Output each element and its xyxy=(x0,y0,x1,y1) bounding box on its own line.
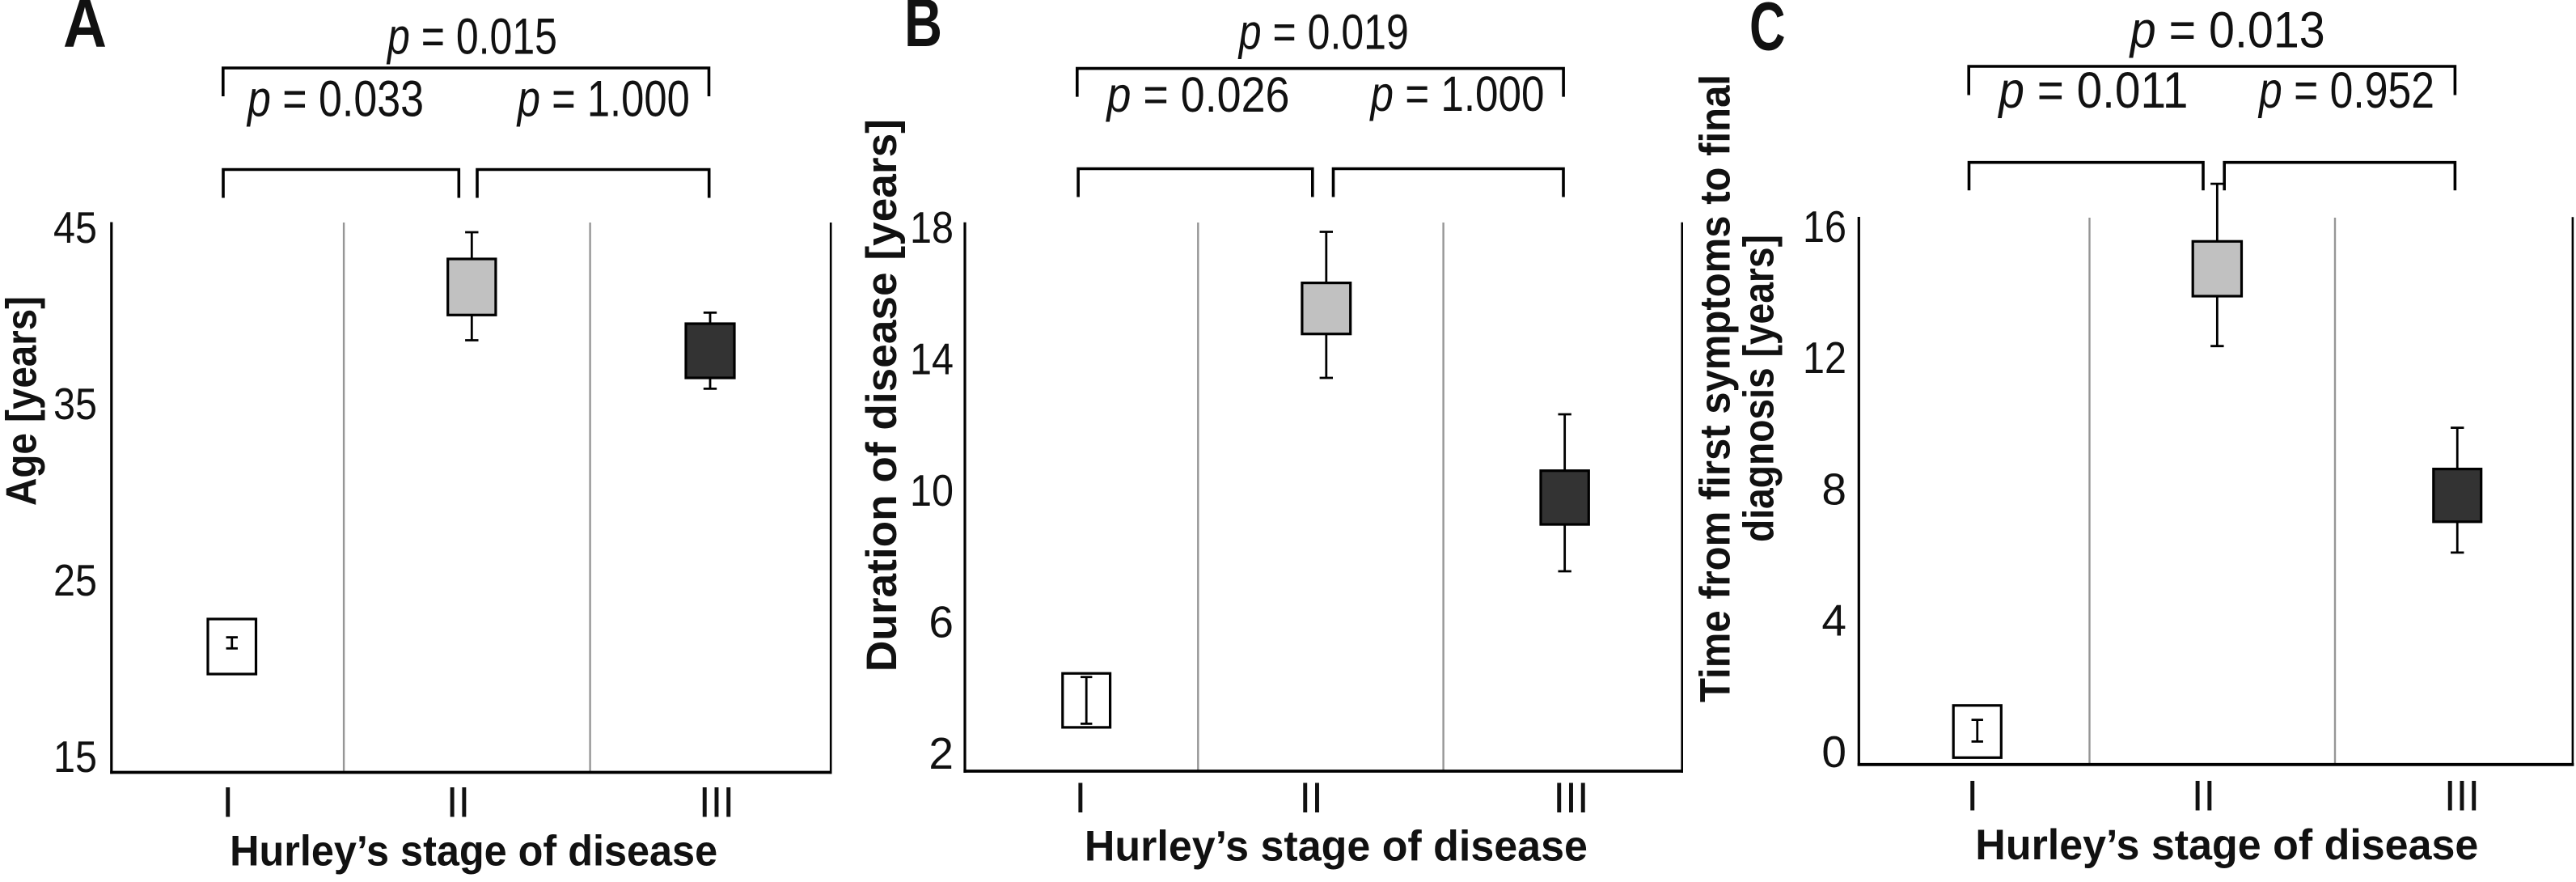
svg-text:2: 2 xyxy=(928,728,954,778)
svg-text:Duration of disease [years]: Duration of disease [years] xyxy=(858,119,906,672)
svg-text:4: 4 xyxy=(1821,596,1846,646)
svg-text:p = 0.019: p = 0.019 xyxy=(1237,5,1409,60)
svg-text:I: I xyxy=(222,779,234,827)
svg-text:18: 18 xyxy=(910,202,954,252)
svg-text:10: 10 xyxy=(910,465,954,515)
svg-text:p = 0.952: p = 0.952 xyxy=(2257,62,2434,119)
svg-text:Hurley’s stage of disease: Hurley’s stage of disease xyxy=(1085,823,1588,871)
svg-text:II: II xyxy=(446,779,470,827)
svg-text:15: 15 xyxy=(53,731,97,782)
svg-text:12: 12 xyxy=(1803,333,1846,383)
svg-text:p = 0.011: p = 0.011 xyxy=(1998,62,2189,119)
svg-text:II: II xyxy=(1299,774,1322,822)
svg-text:45: 45 xyxy=(53,202,97,252)
svg-text:p = 0.033: p = 0.033 xyxy=(246,70,424,127)
svg-text:I: I xyxy=(1966,773,1978,821)
svg-text:p = 0.015: p = 0.015 xyxy=(386,9,557,66)
svg-text:p = 1.000: p = 1.000 xyxy=(516,70,690,127)
svg-text:35: 35 xyxy=(53,379,97,429)
svg-text:A: A xyxy=(63,0,107,61)
svg-text:8: 8 xyxy=(1821,464,1846,514)
svg-text:C: C xyxy=(1749,0,1786,65)
svg-text:III: III xyxy=(1553,774,1588,822)
svg-text:16: 16 xyxy=(1803,201,1846,252)
svg-text:p = 0.026: p = 0.026 xyxy=(1106,67,1290,122)
svg-text:Time from first symptoms to fi: Time from first symptoms to final xyxy=(1692,74,1740,702)
svg-text:0: 0 xyxy=(1821,727,1846,777)
svg-text:I: I xyxy=(1075,774,1087,822)
svg-text:14: 14 xyxy=(910,333,954,384)
svg-text:Hurley’s stage of disease: Hurley’s stage of disease xyxy=(230,827,717,875)
svg-text:B: B xyxy=(904,0,942,61)
svg-text:II: II xyxy=(2192,773,2215,821)
svg-text:p = 0.013: p = 0.013 xyxy=(2129,2,2325,59)
svg-text:diagnosis [years]: diagnosis [years] xyxy=(1736,235,1783,542)
svg-text:6: 6 xyxy=(928,596,954,647)
svg-text:III: III xyxy=(2444,773,2480,821)
svg-text:25: 25 xyxy=(53,555,97,605)
svg-text:III: III xyxy=(699,779,734,827)
svg-text:p = 1.000: p = 1.000 xyxy=(1369,66,1545,121)
svg-text:Hurley’s stage of disease: Hurley’s stage of disease xyxy=(1975,821,2478,869)
svg-text:Age [years]: Age [years] xyxy=(0,296,46,506)
